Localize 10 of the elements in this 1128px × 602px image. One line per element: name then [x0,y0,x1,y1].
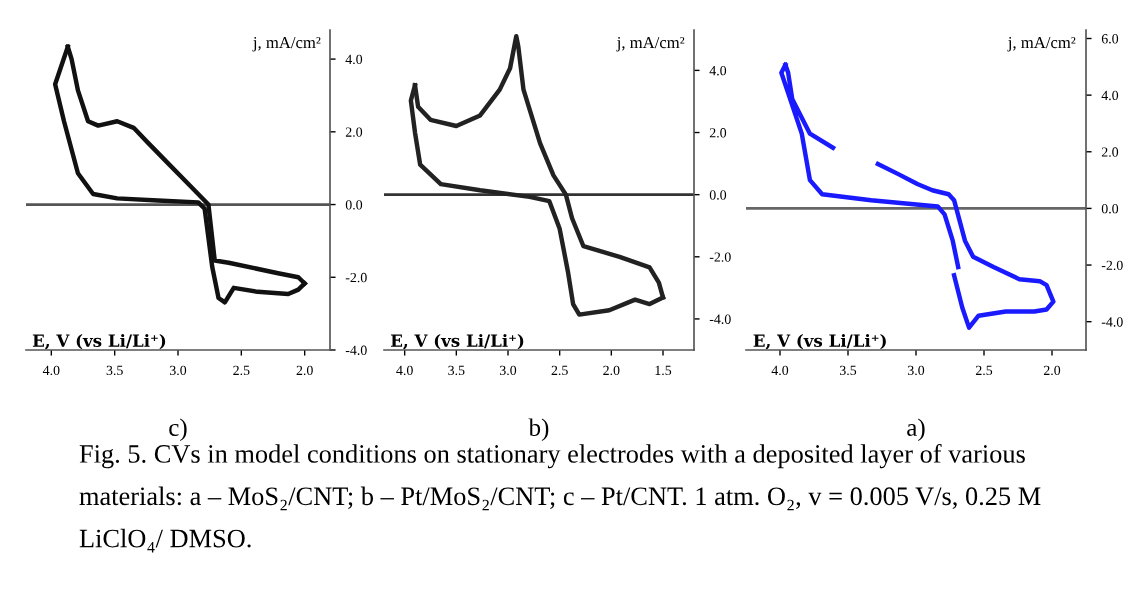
x-axis-title: E, V (vs Li/Li⁺) [753,334,886,350]
x-axis-title: E, V (vs Li/Li⁺) [390,334,524,350]
text: c) [169,418,187,442]
y-axis-title: j, mA/cm² [616,36,685,52]
y-axis-title: j, mA/cm² [1007,36,1076,52]
y-axis-title: j, mA/cm² [252,36,321,52]
x-axis-title: E, V (vs Li/Li⁺) [32,334,166,350]
text: b) [528,418,549,442]
text: a) [907,418,925,442]
caption: Fig. 5. CVs in model conditions on stationary electrodes with a deposited layer of various materials: a – MoS₂/CNT; b – Pt/MoS₂/CNT; c – Pt/CNT. 1 atm. O₂, v = 0.005 V/s, 0.25 M LiClO₄/ DMSO. [79,444,1041,553]
